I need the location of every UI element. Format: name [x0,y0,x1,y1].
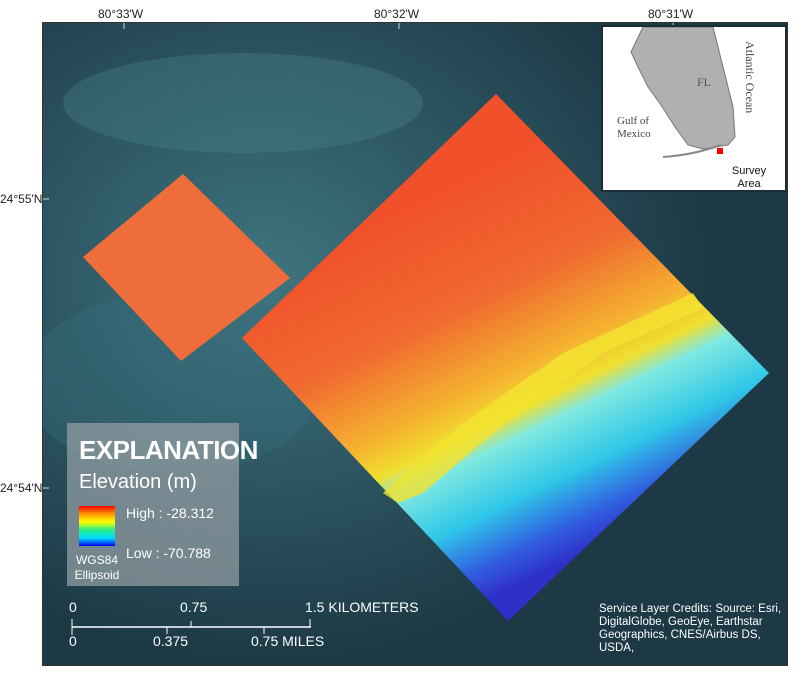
lon-label-2: 80°32'W [374,7,420,21]
scale-mi-0: 0 [69,633,77,649]
scale-mi-end: 0.75 MILES [251,633,325,649]
survey-area-large [242,94,769,621]
scale-km-0: 0 [69,599,77,615]
lon-label-1: 80°33'W [98,7,144,21]
inset-survey-label: Survey Area [731,165,767,190]
map-frame[interactable]: FL Atlantic Ocean Gulf of Mexico Survey … [42,22,788,666]
lon-label-3: 80°31'W [648,7,694,21]
legend-subtitle: Elevation (m) [79,471,197,493]
lat-label-1: 24°55'N [0,192,43,206]
legend-title: EXPLANATION [79,435,258,465]
service-layer-credits: Service Layer Credits: Source: Esri, Dig… [599,603,782,654]
survey-marker [717,148,723,154]
legend-high: High : -28.312 [126,505,214,521]
lat-label-2: 24°54'N [0,481,43,495]
inset-fl-label: FL [697,75,712,89]
scale-km-end: 1.5 KILOMETERS [305,599,419,615]
elevation-color-ramp [79,506,115,546]
scale-mi-mid: 0.375 [153,633,189,649]
inset-atlantic-label: Atlantic Ocean [743,41,757,114]
survey-area-small [83,174,290,361]
legend: EXPLANATION Elevation (m) High : -28.312… [67,423,258,586]
legend-datum: WGS84 Ellipsoid [74,553,120,582]
inset-gulf-label: Gulf of Mexico [617,115,651,140]
locator-inset-map: FL Atlantic Ocean Gulf of Mexico Survey … [601,25,787,192]
scale-km-mid: 0.75 [180,599,208,615]
legend-low: Low : -70.788 [126,545,211,561]
florida-outline [630,26,736,158]
